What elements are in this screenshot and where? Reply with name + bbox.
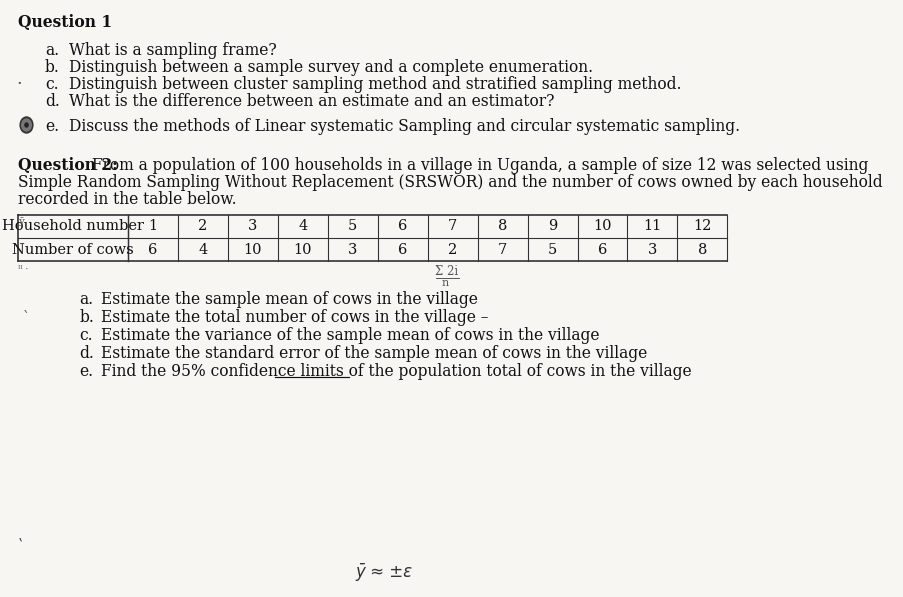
Circle shape bbox=[20, 117, 33, 133]
Text: 10: 10 bbox=[592, 220, 611, 233]
Text: 5: 5 bbox=[547, 242, 556, 257]
Text: 2: 2 bbox=[198, 220, 208, 233]
Text: 12: 12 bbox=[693, 220, 711, 233]
Text: Number of cows: Number of cows bbox=[12, 242, 134, 257]
Text: 8: 8 bbox=[498, 220, 507, 233]
Text: Question 2:: Question 2: bbox=[18, 157, 117, 174]
Text: Distinguish between a sample survey and a complete enumeration.: Distinguish between a sample survey and … bbox=[69, 59, 592, 76]
Text: Household number: Household number bbox=[2, 220, 144, 233]
Text: recorded in the table below.: recorded in the table below. bbox=[18, 191, 236, 208]
Text: a.: a. bbox=[45, 42, 59, 59]
Text: 6: 6 bbox=[397, 242, 407, 257]
Text: ··: ·· bbox=[18, 240, 24, 249]
Text: 6: 6 bbox=[597, 242, 607, 257]
Text: ʽ: ʽ bbox=[18, 537, 23, 551]
Text: n: n bbox=[441, 278, 448, 288]
Text: Find the 95% confidence limits of the population total of cows in the village: Find the 95% confidence limits of the po… bbox=[101, 363, 691, 380]
Text: From a population of 100 households in a village in Uganda, a sample of size 12 : From a population of 100 households in a… bbox=[88, 157, 868, 174]
Text: What is the difference between an estimate and an estimator?: What is the difference between an estima… bbox=[69, 93, 554, 110]
Text: 6: 6 bbox=[148, 242, 157, 257]
Text: c.: c. bbox=[79, 327, 93, 344]
Text: ᴵᴵ ·: ᴵᴵ · bbox=[18, 265, 28, 274]
Text: 8: 8 bbox=[697, 242, 706, 257]
Text: ȳ: ȳ bbox=[18, 217, 23, 226]
Text: 2: 2 bbox=[448, 242, 457, 257]
Text: Estimate the total number of cows in the village –: Estimate the total number of cows in the… bbox=[101, 309, 488, 326]
Text: 4: 4 bbox=[298, 220, 307, 233]
Text: Simple Random Sampling Without Replacement (SRSWOR) and the number of cows owned: Simple Random Sampling Without Replaceme… bbox=[18, 174, 881, 191]
Text: 10: 10 bbox=[243, 242, 262, 257]
Text: Σ 2i: Σ 2i bbox=[434, 265, 458, 278]
Text: b.: b. bbox=[79, 309, 94, 326]
Text: 3: 3 bbox=[248, 220, 257, 233]
Text: Distinguish between cluster sampling method and stratified sampling method.: Distinguish between cluster sampling met… bbox=[69, 76, 681, 93]
Text: a.: a. bbox=[79, 291, 93, 308]
Text: Question 1: Question 1 bbox=[18, 14, 112, 31]
Text: 4: 4 bbox=[198, 242, 208, 257]
Text: 6: 6 bbox=[397, 220, 407, 233]
Text: Estimate the variance of the sample mean of cows in the village: Estimate the variance of the sample mean… bbox=[101, 327, 599, 344]
Text: e.: e. bbox=[45, 118, 59, 135]
Text: 9: 9 bbox=[547, 220, 556, 233]
Text: 7: 7 bbox=[498, 242, 507, 257]
Circle shape bbox=[22, 119, 32, 131]
Text: d.: d. bbox=[45, 93, 60, 110]
Text: ȳ ≈ ±ε: ȳ ≈ ±ε bbox=[355, 563, 412, 581]
Text: 11: 11 bbox=[643, 220, 661, 233]
Text: ˋ: ˋ bbox=[23, 311, 30, 325]
Text: b.: b. bbox=[45, 59, 60, 76]
Text: 1: 1 bbox=[148, 220, 157, 233]
Text: 3: 3 bbox=[348, 242, 357, 257]
Text: 7: 7 bbox=[448, 220, 457, 233]
Text: Discuss the methods of Linear systematic Sampling and circular systematic sampli: Discuss the methods of Linear systematic… bbox=[69, 118, 740, 135]
Text: e.: e. bbox=[79, 363, 93, 380]
Text: 10: 10 bbox=[293, 242, 312, 257]
Text: ·: · bbox=[16, 75, 22, 93]
Text: Estimate the sample mean of cows in the village: Estimate the sample mean of cows in the … bbox=[101, 291, 477, 308]
Circle shape bbox=[25, 123, 28, 127]
Text: c.: c. bbox=[45, 76, 59, 93]
Text: What is a sampling frame?: What is a sampling frame? bbox=[69, 42, 276, 59]
Text: d.: d. bbox=[79, 345, 94, 362]
Text: 5: 5 bbox=[348, 220, 357, 233]
Text: 3: 3 bbox=[647, 242, 656, 257]
Text: Estimate the standard error of the sample mean of cows in the village: Estimate the standard error of the sampl… bbox=[101, 345, 647, 362]
